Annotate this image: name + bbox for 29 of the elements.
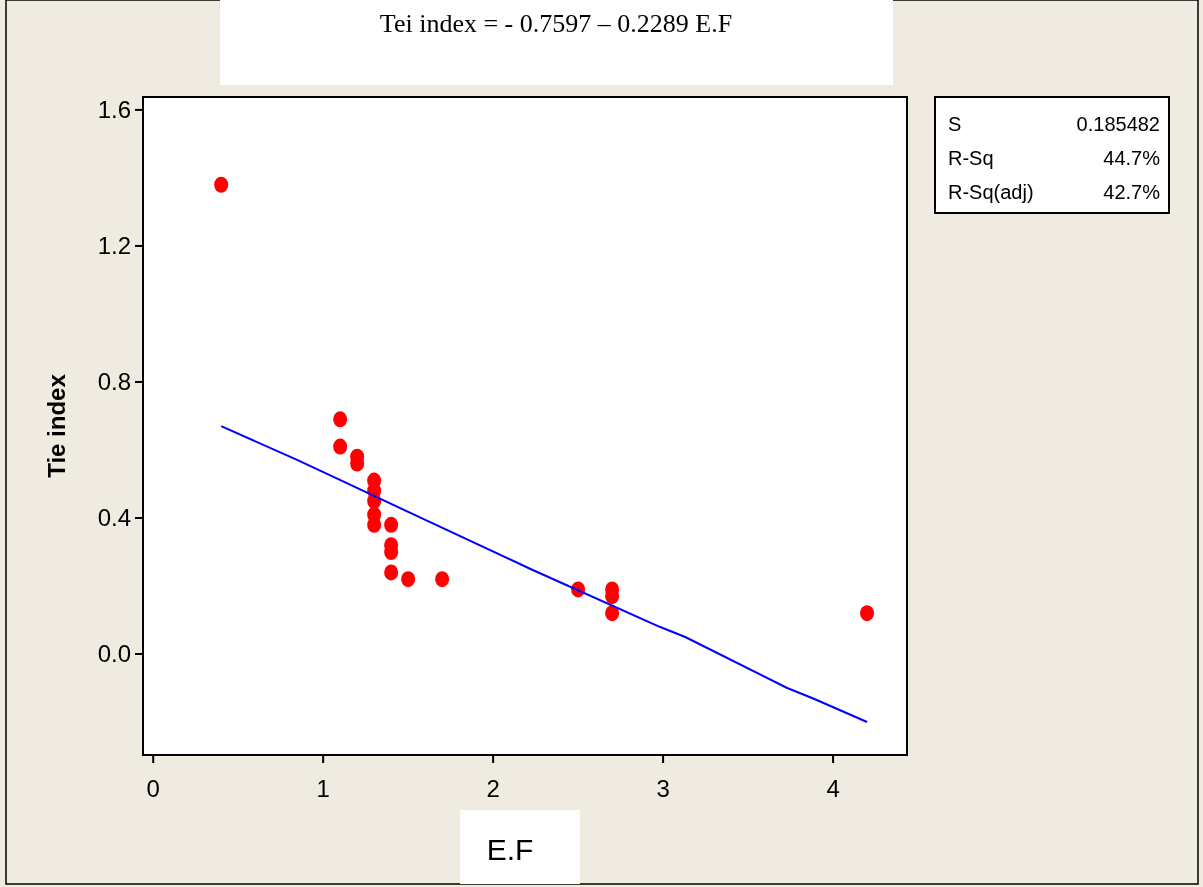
y-axis-title: Tie index bbox=[43, 373, 70, 478]
x-tick-label: 2 bbox=[486, 775, 500, 802]
x-tick-label: 0 bbox=[146, 775, 160, 802]
point bbox=[384, 564, 399, 581]
x-axis-title: E.F bbox=[486, 833, 534, 866]
y-tick-label: 0.4 bbox=[97, 503, 131, 531]
text: S bbox=[948, 113, 962, 135]
point bbox=[401, 571, 416, 588]
x-tick-label: 1 bbox=[316, 775, 330, 802]
point bbox=[860, 605, 875, 622]
point bbox=[214, 176, 229, 193]
text: 0.185482 bbox=[1076, 113, 1160, 135]
text: 44.7% bbox=[1103, 147, 1161, 169]
text: R-Sq bbox=[948, 147, 994, 169]
point bbox=[333, 411, 348, 428]
point bbox=[384, 516, 399, 533]
x-tick-label: 4 bbox=[826, 775, 840, 802]
text: R-Sq(adj) bbox=[948, 181, 1034, 203]
y-tick-label: 0.8 bbox=[97, 367, 131, 395]
chart-title: Tei index = - 0.7597 – 0.2289 E.F bbox=[379, 9, 733, 38]
line-series bbox=[220, 425, 869, 724]
y-tick-label: 1.2 bbox=[97, 231, 131, 259]
point bbox=[333, 438, 348, 455]
point bbox=[605, 605, 620, 622]
y-tick-label: 0.0 bbox=[97, 640, 131, 667]
text: 42.7% bbox=[1103, 181, 1161, 203]
y-tick-label: 1.6 bbox=[97, 95, 131, 123]
point bbox=[435, 571, 450, 588]
x-tick-label: 3 bbox=[656, 775, 670, 802]
